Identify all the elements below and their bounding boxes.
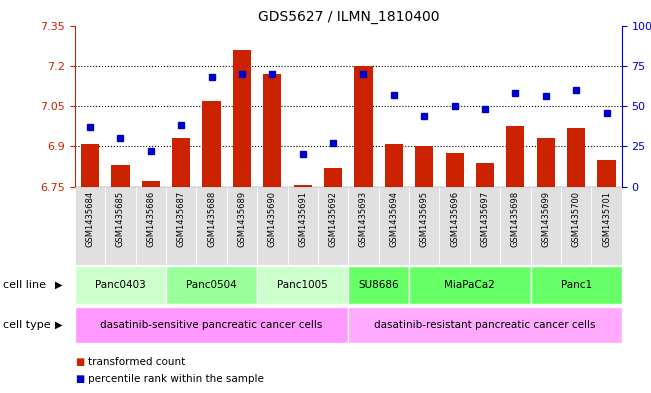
Text: GSM1435689: GSM1435689	[238, 191, 247, 247]
FancyBboxPatch shape	[409, 187, 439, 265]
Text: dasatinib-sensitive pancreatic cancer cells: dasatinib-sensitive pancreatic cancer ce…	[100, 320, 323, 330]
Text: GSM1435697: GSM1435697	[480, 191, 490, 247]
FancyBboxPatch shape	[75, 266, 166, 304]
FancyBboxPatch shape	[166, 187, 197, 265]
Text: ▶: ▶	[55, 320, 62, 330]
FancyBboxPatch shape	[500, 187, 531, 265]
Text: GSM1435686: GSM1435686	[146, 191, 156, 247]
FancyBboxPatch shape	[166, 266, 257, 304]
Text: GSM1435687: GSM1435687	[176, 191, 186, 247]
Bar	[598, 160, 616, 187]
Text: transformed count: transformed count	[88, 356, 185, 367]
Text: GSM1435700: GSM1435700	[572, 191, 581, 246]
Text: GSM1435695: GSM1435695	[420, 191, 429, 246]
Text: ■: ■	[75, 374, 84, 384]
Text: Panc0403: Panc0403	[95, 280, 146, 290]
Text: GSM1435685: GSM1435685	[116, 191, 125, 247]
Bar	[445, 153, 464, 187]
FancyBboxPatch shape	[135, 187, 166, 265]
Bar	[233, 50, 251, 187]
FancyBboxPatch shape	[257, 266, 348, 304]
Text: GSM1435691: GSM1435691	[298, 191, 307, 246]
Text: cell line: cell line	[3, 280, 46, 290]
Text: GSM1435692: GSM1435692	[329, 191, 338, 246]
Bar	[294, 185, 312, 187]
Text: GSM1435698: GSM1435698	[511, 191, 520, 247]
Text: GSM1435684: GSM1435684	[85, 191, 94, 247]
Text: ■: ■	[75, 356, 84, 367]
FancyBboxPatch shape	[288, 187, 318, 265]
FancyBboxPatch shape	[227, 187, 257, 265]
Bar	[385, 144, 403, 187]
Bar	[536, 138, 555, 187]
FancyBboxPatch shape	[348, 266, 409, 304]
Bar	[476, 162, 494, 187]
FancyBboxPatch shape	[379, 187, 409, 265]
Bar	[202, 101, 221, 187]
Text: GSM1435690: GSM1435690	[268, 191, 277, 246]
FancyBboxPatch shape	[409, 266, 531, 304]
FancyBboxPatch shape	[197, 187, 227, 265]
FancyBboxPatch shape	[257, 187, 288, 265]
FancyBboxPatch shape	[318, 187, 348, 265]
Text: Panc1: Panc1	[561, 280, 592, 290]
FancyBboxPatch shape	[75, 307, 348, 343]
Bar	[354, 66, 372, 187]
Bar	[111, 165, 130, 187]
Bar	[415, 146, 434, 187]
Text: percentile rank within the sample: percentile rank within the sample	[88, 374, 264, 384]
Bar	[142, 181, 160, 187]
Bar	[172, 138, 190, 187]
FancyBboxPatch shape	[348, 307, 622, 343]
FancyBboxPatch shape	[531, 187, 561, 265]
FancyBboxPatch shape	[75, 187, 105, 265]
FancyBboxPatch shape	[470, 187, 500, 265]
FancyBboxPatch shape	[105, 187, 135, 265]
Bar	[324, 168, 342, 187]
Text: GSM1435701: GSM1435701	[602, 191, 611, 246]
Text: GDS5627 / ILMN_1810400: GDS5627 / ILMN_1810400	[258, 10, 439, 24]
Text: MiaPaCa2: MiaPaCa2	[445, 280, 495, 290]
Bar	[567, 128, 585, 187]
Text: Panc1005: Panc1005	[277, 280, 328, 290]
Text: cell type: cell type	[3, 320, 51, 330]
Text: GSM1435693: GSM1435693	[359, 191, 368, 247]
Text: GSM1435696: GSM1435696	[450, 191, 459, 247]
Text: Panc0504: Panc0504	[186, 280, 237, 290]
FancyBboxPatch shape	[348, 187, 379, 265]
FancyBboxPatch shape	[439, 187, 470, 265]
Bar	[81, 144, 99, 187]
Text: ▶: ▶	[55, 280, 62, 290]
Text: dasatinib-resistant pancreatic cancer cells: dasatinib-resistant pancreatic cancer ce…	[374, 320, 596, 330]
Bar	[506, 126, 525, 187]
FancyBboxPatch shape	[531, 266, 622, 304]
Bar	[263, 74, 281, 187]
Text: GSM1435699: GSM1435699	[541, 191, 550, 246]
Text: GSM1435694: GSM1435694	[389, 191, 398, 246]
Text: GSM1435688: GSM1435688	[207, 191, 216, 247]
Text: SU8686: SU8686	[358, 280, 399, 290]
FancyBboxPatch shape	[561, 187, 591, 265]
FancyBboxPatch shape	[591, 187, 622, 265]
